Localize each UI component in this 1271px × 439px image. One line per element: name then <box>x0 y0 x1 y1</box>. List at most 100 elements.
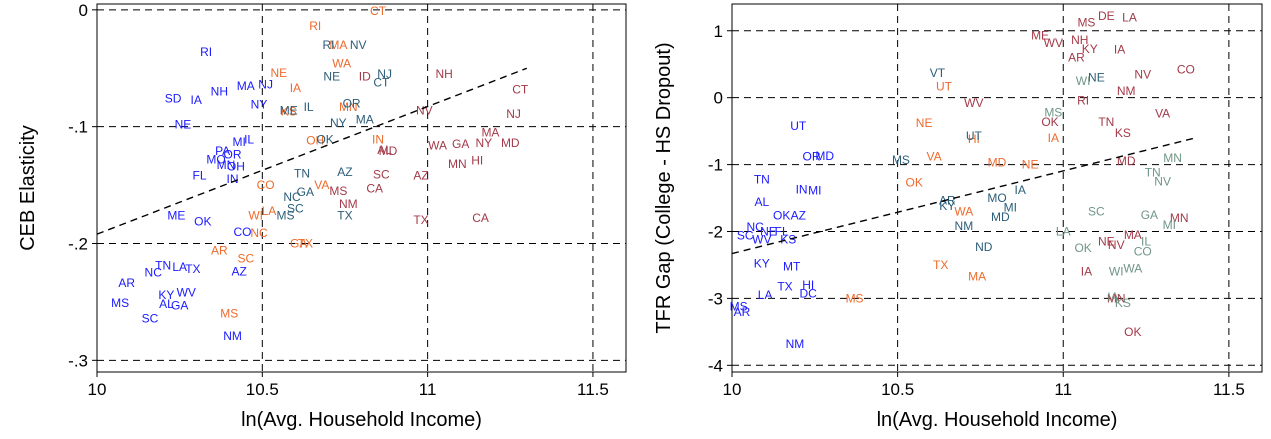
data-point-label: MN <box>448 157 467 171</box>
data-point-label: CO <box>1177 63 1195 77</box>
data-point-label: RI <box>309 19 321 33</box>
fit-line <box>731 137 1196 255</box>
data-point-label: MI <box>808 184 821 198</box>
data-point-label: DE <box>1098 9 1115 23</box>
y-tick-label: -.1 <box>68 118 88 137</box>
data-point-label: GA <box>297 185 314 199</box>
data-point-label: OK <box>1074 241 1091 255</box>
data-point-label: AZ <box>231 265 246 279</box>
data-point-label: IL <box>244 133 254 147</box>
data-point-label: MS <box>1044 105 1062 119</box>
y-tick-label: -3 <box>708 289 723 308</box>
data-point-label: MI <box>1163 218 1176 232</box>
data-point-label: NE <box>1098 235 1115 249</box>
data-point-label: NC <box>747 220 765 234</box>
data-point-label: OH <box>306 134 324 148</box>
data-point-label: NV <box>1134 67 1151 81</box>
data-point-label: CT <box>373 75 390 89</box>
data-point-label: WV <box>964 96 983 110</box>
data-point-label: SC <box>373 168 390 182</box>
data-point-label: LA <box>1122 10 1137 24</box>
data-point-label: ID <box>359 69 371 83</box>
data-point-label: NY <box>475 136 492 150</box>
data-point-label: MO <box>987 191 1006 205</box>
data-point-label: WV <box>752 233 771 247</box>
data-point-label: CA <box>472 211 489 225</box>
data-point-label: WI <box>1076 74 1091 88</box>
data-point-label: MA <box>968 269 986 283</box>
data-point-label: ME <box>167 208 185 222</box>
data-point-label: HI <box>471 154 483 168</box>
data-point-label: TX <box>933 258 948 272</box>
data-point-label: MD <box>379 144 398 158</box>
data-point-label: OR <box>803 150 821 164</box>
data-point-label: CT <box>512 82 529 96</box>
x-tick-label: 11.5 <box>577 380 609 399</box>
data-point-label: NM <box>339 197 358 211</box>
data-point-label: MN <box>217 158 236 172</box>
data-point-label: SC <box>287 201 304 215</box>
left-scatter-plot: 10 10.5 11 11.5 0 -.1 -.2 -.3 ln(Avg. Household … <box>17 1 627 431</box>
data-point-label: ND <box>975 240 993 254</box>
data-point-label: MS <box>329 184 347 198</box>
data-point-label: MS <box>276 208 294 222</box>
data-point-label: KS <box>1115 126 1131 140</box>
data-point-label: WA <box>954 204 973 218</box>
data-point-label: MS <box>892 153 910 167</box>
data-point-label: PA <box>215 144 230 158</box>
x-tick-label: 10 <box>723 380 742 399</box>
data-point-label: NJ <box>377 67 392 81</box>
data-point-label: WA <box>332 57 351 71</box>
data-point-label: GA <box>290 236 307 250</box>
data-point-label: MD <box>991 210 1010 224</box>
plot-frame <box>731 3 1263 373</box>
data-point-label: GA <box>171 298 188 312</box>
data-point-label: FL <box>775 224 789 238</box>
data-point-label: SC <box>142 311 159 325</box>
y-tick-label: 1 <box>714 22 723 41</box>
data-point-label: IA <box>1081 265 1092 279</box>
plot-frame <box>96 3 627 373</box>
data-point-label: GA <box>1141 208 1158 222</box>
y-tick-label: -1 <box>708 156 723 175</box>
data-point-label: VA <box>927 150 942 164</box>
data-point-label: IL <box>1141 235 1151 249</box>
data-point-label: WA <box>1123 261 1142 275</box>
data-point-label: NE <box>323 69 340 83</box>
data-point-label: OK <box>194 214 211 228</box>
data-point-label: IL <box>304 100 314 114</box>
data-point-label: MA <box>329 38 347 52</box>
data-point-label: NM <box>223 329 242 343</box>
data-point-label: OK <box>773 208 790 222</box>
data-point-label: ME <box>1031 28 1049 42</box>
x-axis-label: ln(Avg. Household Income) <box>241 409 482 431</box>
data-point-label: KY <box>1082 42 1098 56</box>
data-point-label: OK <box>906 176 923 190</box>
data-point-label: RI <box>322 38 334 52</box>
x-tick-label: 10.5 <box>246 380 279 399</box>
data-point-label: KY <box>754 257 770 271</box>
data-point-label: KS <box>281 104 297 118</box>
data-point-label: MS <box>111 296 129 310</box>
data-point-label: MS <box>846 291 864 305</box>
x-tick-label: 10 <box>88 380 107 399</box>
data-point-label: NC <box>250 226 268 240</box>
data-point-label: NV <box>1154 174 1171 188</box>
data-point-label: LA <box>262 204 277 218</box>
data-point-label: MA <box>356 113 374 127</box>
data-point-label: MN <box>339 100 358 114</box>
data-point-label: IN <box>796 182 808 196</box>
data-point-label: CO <box>257 178 275 192</box>
data-point-label: ME <box>280 103 298 117</box>
data-point-label: MA <box>481 126 499 140</box>
data-point-label: WV <box>1044 36 1063 50</box>
data-point-label: KS <box>780 233 796 247</box>
data-point-label: OH <box>227 159 245 173</box>
data-point-label: OR <box>224 148 242 162</box>
data-point-label: CO <box>1134 245 1152 259</box>
data-point-label: AZ <box>791 208 806 222</box>
data-point-label: SC <box>237 252 254 266</box>
data-point-label: MA <box>237 79 255 93</box>
data-point-label: OR <box>343 96 361 110</box>
data-point-label: AZ <box>413 169 428 183</box>
